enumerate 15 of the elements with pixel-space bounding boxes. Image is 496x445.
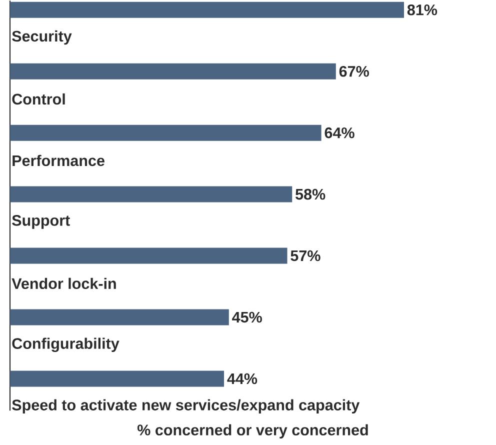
y-tick-label: Support [12, 214, 70, 229]
data-label: 57% [290, 250, 320, 261]
data-label: 44% [227, 373, 258, 384]
y-tick-label: Configurability [12, 338, 120, 352]
data-label: 67% [339, 66, 369, 77]
y-tick-label: Security [12, 30, 72, 44]
data-label: 64% [324, 127, 354, 138]
y-tick-label: Speed to activate new services/expand capacity [12, 399, 360, 414]
data-label: 45% [232, 312, 262, 322]
y-tick-label: Control [12, 93, 65, 104]
data-label: 81% [407, 4, 438, 16]
x-axis-title: % concerned or very concerned [137, 424, 368, 438]
y-tick-label: Vendor lock-in [12, 278, 116, 289]
data-label: 58% [296, 188, 326, 200]
y-tick-label: Performance [12, 154, 104, 166]
